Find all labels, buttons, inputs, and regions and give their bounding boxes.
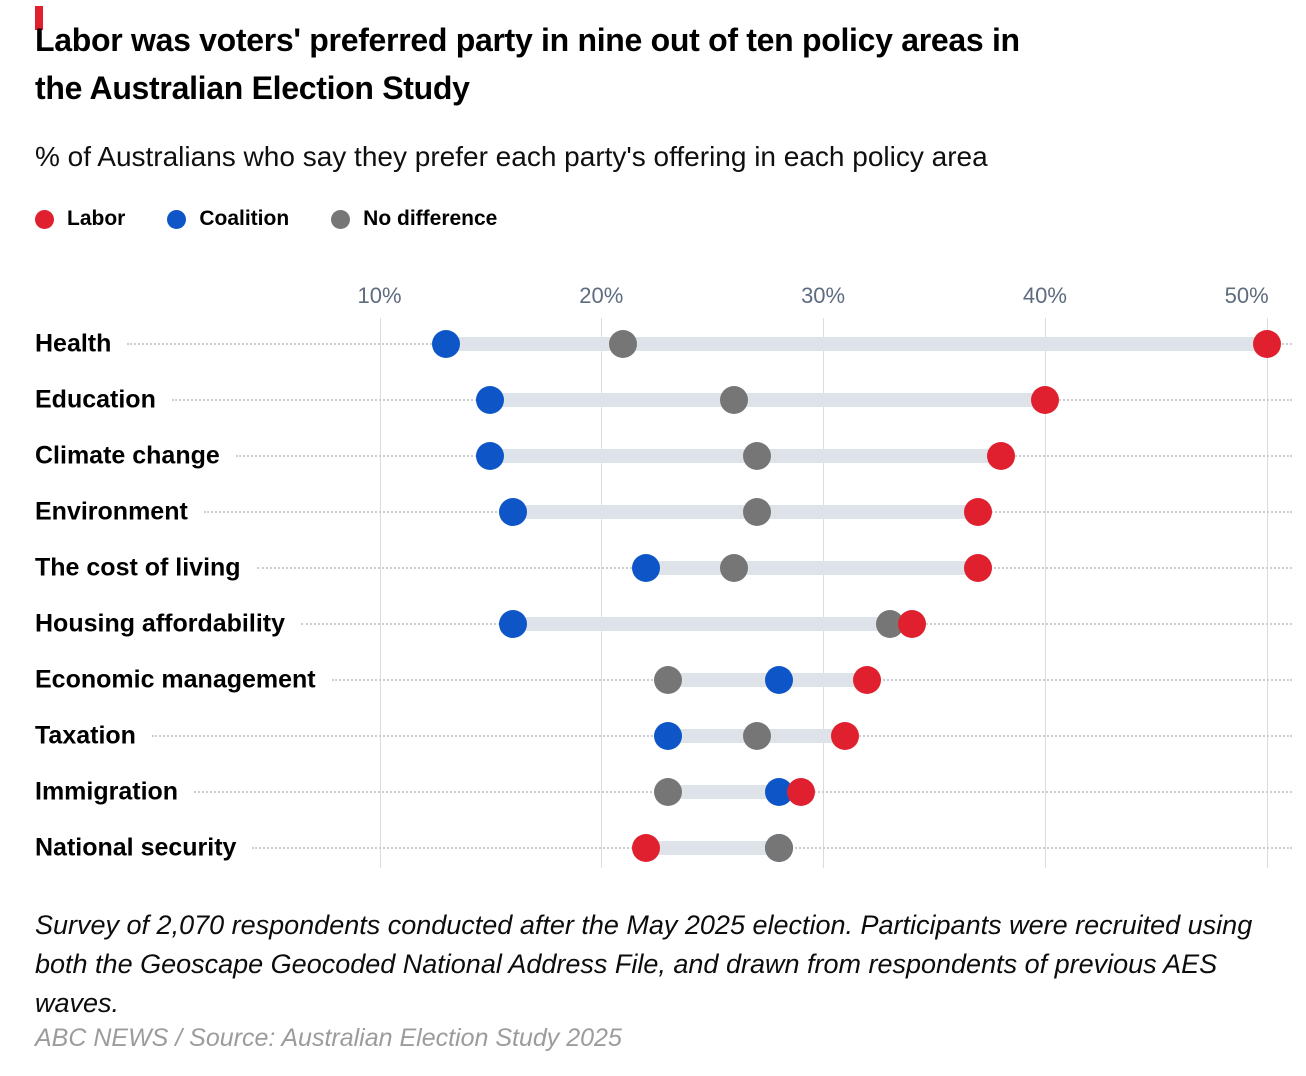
category-label-economic-management: Economic management bbox=[35, 665, 316, 694]
range-bar-education bbox=[490, 393, 1045, 407]
legend-label-coalition: Coalition bbox=[199, 207, 290, 230]
abc-brand-mark bbox=[35, 6, 43, 30]
axis-tick-label-50%: 50% bbox=[1224, 283, 1269, 308]
dot-coalition-housing-affordability bbox=[498, 610, 527, 638]
dot-labor-environment bbox=[964, 498, 993, 526]
coalition-swatch-icon bbox=[167, 209, 187, 229]
gridline-10% bbox=[379, 318, 381, 868]
dot-labor-climate-change bbox=[986, 442, 1015, 470]
dot-labor-taxation bbox=[831, 722, 860, 750]
axis-tick-label-40%: 40% bbox=[1022, 283, 1067, 308]
dot-no-difference-economic-management bbox=[653, 666, 682, 694]
footnote: Survey of 2,070 respondents conducted af… bbox=[35, 910, 1253, 1018]
dot-coalition-the-cost-of-living bbox=[631, 554, 660, 582]
dot-no-difference-taxation bbox=[742, 722, 771, 750]
dot-no-difference-environment bbox=[742, 498, 771, 526]
dot-no-difference-the-cost-of-living bbox=[720, 554, 749, 582]
dot-labor-immigration bbox=[786, 778, 815, 806]
dot-labor-economic-management bbox=[853, 666, 882, 694]
no-difference-swatch-icon bbox=[331, 209, 351, 229]
legend: Labor Coalition No difference bbox=[35, 207, 497, 231]
dot-coalition-climate-change bbox=[476, 442, 505, 470]
chart-subtitle: % of Australians who say they prefer eac… bbox=[35, 141, 988, 172]
dot-no-difference-climate-change bbox=[742, 442, 771, 470]
legend-label-no-difference: No difference bbox=[363, 207, 498, 230]
dot-labor-health bbox=[1252, 330, 1281, 358]
category-label-taxation: Taxation bbox=[35, 721, 136, 750]
legend-item-no-difference: No difference bbox=[331, 207, 497, 231]
legend-item-labor: Labor bbox=[35, 207, 125, 231]
gridline-20% bbox=[601, 318, 603, 868]
range-bar-housing-affordability bbox=[512, 617, 912, 631]
category-label-the-cost-of-living: The cost of living bbox=[35, 553, 241, 582]
dot-labor-education bbox=[1030, 386, 1059, 414]
dot-labor-the-cost-of-living bbox=[964, 554, 993, 582]
dot-coalition-environment bbox=[498, 498, 527, 526]
chart-title: Labor was voters' preferred party in nin… bbox=[35, 22, 1020, 106]
gridline-50% bbox=[1266, 318, 1268, 868]
dot-coalition-education bbox=[476, 386, 505, 414]
legend-label-labor: Labor bbox=[67, 207, 126, 230]
category-label-health: Health bbox=[35, 329, 112, 358]
category-label-national-security: National security bbox=[35, 833, 237, 862]
category-label-environment: Environment bbox=[35, 497, 188, 526]
dot-coalition-health bbox=[432, 330, 461, 358]
dot-coalition-economic-management bbox=[764, 666, 793, 694]
dot-labor-national-security bbox=[631, 834, 660, 862]
category-label-immigration: Immigration bbox=[35, 777, 179, 806]
source-credit: ABC NEWS / Source: Australian Election S… bbox=[35, 1024, 622, 1052]
dot-labor-housing-affordability bbox=[897, 610, 926, 638]
axis-tick-label-30%: 30% bbox=[801, 283, 846, 308]
dot-no-difference-education bbox=[720, 386, 749, 414]
range-bar-health bbox=[446, 337, 1267, 351]
legend-item-coalition: Coalition bbox=[167, 207, 289, 231]
range-bar-national-security bbox=[645, 841, 779, 855]
labor-swatch-icon bbox=[35, 209, 54, 229]
gridline-30% bbox=[823, 318, 825, 868]
category-label-education: Education bbox=[35, 385, 156, 414]
range-bar-the-cost-of-living bbox=[645, 561, 979, 575]
gridline-40% bbox=[1044, 318, 1046, 868]
dot-no-difference-health bbox=[609, 330, 638, 358]
axis-tick-label-20%: 20% bbox=[579, 283, 624, 308]
dot-no-difference-immigration bbox=[653, 778, 682, 806]
axis-tick-label-10%: 10% bbox=[357, 283, 402, 308]
dot-no-difference-national-security bbox=[764, 834, 793, 862]
category-label-housing-affordability: Housing affordability bbox=[35, 609, 285, 638]
dot-coalition-taxation bbox=[653, 722, 682, 750]
category-label-climate-change: Climate change bbox=[35, 441, 220, 470]
